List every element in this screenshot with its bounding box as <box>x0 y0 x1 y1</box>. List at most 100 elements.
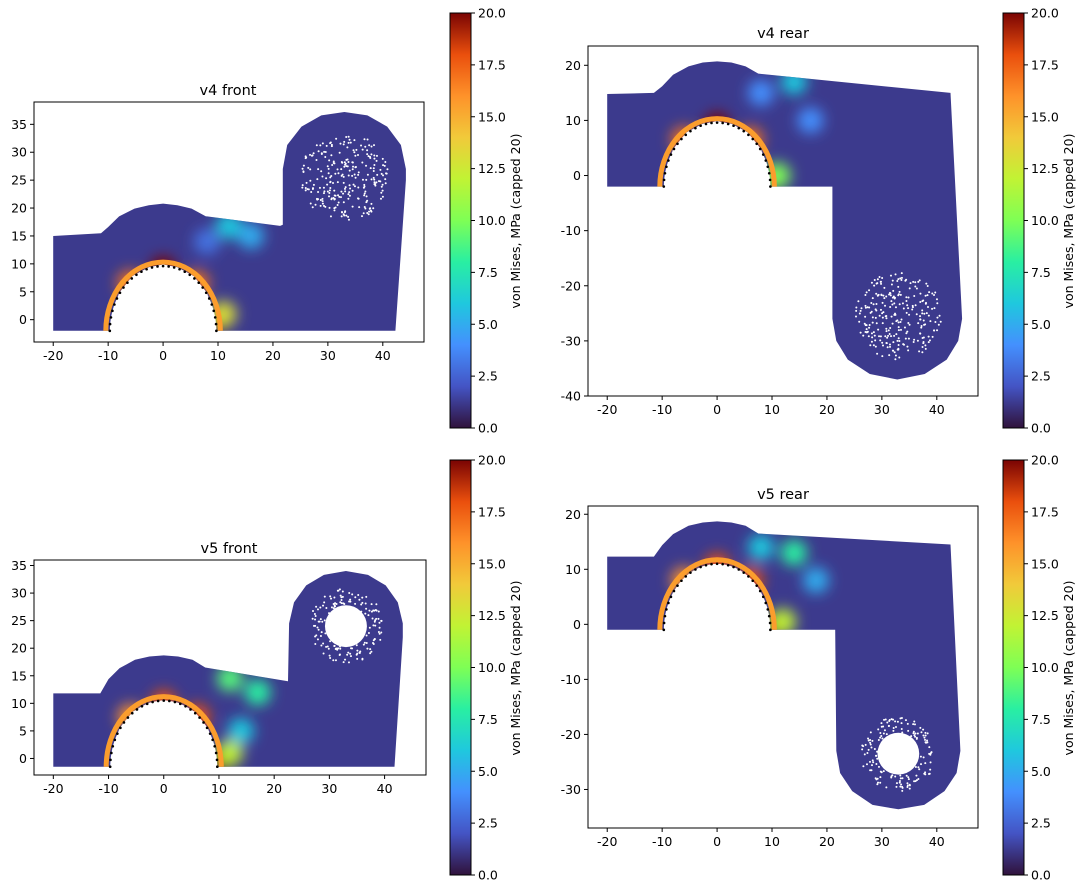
bolt-node <box>370 178 373 181</box>
bolt-node <box>369 207 372 210</box>
bolt-node <box>908 784 911 787</box>
bolt-node <box>334 172 337 175</box>
bolt-node <box>900 728 903 731</box>
boundary-node <box>680 579 683 583</box>
bolt-node <box>380 172 383 175</box>
y-tick-label: -10 <box>561 223 581 238</box>
x-axis: -20 -10 0 10 20 30 40 <box>43 342 391 363</box>
bolt-nodes <box>855 272 942 361</box>
bolt-node <box>314 614 317 617</box>
bolt-node <box>879 308 882 311</box>
bolt-node <box>879 280 882 283</box>
bolt-node <box>379 638 382 641</box>
bolt-node <box>361 657 364 660</box>
bolt-node <box>888 354 891 357</box>
boundary-node <box>204 291 208 295</box>
bolt-node <box>335 137 338 140</box>
boundary-node <box>721 562 724 566</box>
bolt-node <box>334 194 337 197</box>
bolt-node <box>914 281 917 284</box>
x-tick-label: -10 <box>652 834 672 849</box>
bolt-node <box>900 722 903 725</box>
bolt-node <box>323 150 326 153</box>
bolt-node <box>919 301 922 304</box>
bolt-node <box>939 320 942 323</box>
boundary-node <box>662 621 666 625</box>
bolt-node <box>352 165 355 168</box>
bolt-node <box>879 339 882 342</box>
x-tick-label: -20 <box>43 348 63 363</box>
boundary-node <box>122 721 126 724</box>
bolt-node <box>344 163 347 166</box>
bolt-node <box>906 785 909 788</box>
bolt-node <box>336 589 339 592</box>
bolt-node <box>864 743 867 746</box>
boundary-node <box>767 171 771 175</box>
y-tick-label: 0 <box>573 168 581 183</box>
bolt-node <box>311 206 314 209</box>
bolt-node <box>374 184 377 187</box>
boundary-node <box>202 721 205 724</box>
x-tick-label: 30 <box>874 834 890 849</box>
bolt-node <box>325 607 328 610</box>
bolt-node <box>330 197 333 200</box>
bolt-node <box>370 153 373 156</box>
y-tick-label: 0 <box>19 751 27 766</box>
y-axis: 0 5 10 15 20 25 30 35 <box>11 117 34 327</box>
bolt-node <box>930 751 933 754</box>
bolt-node <box>373 620 376 623</box>
y-tick-label: 5 <box>19 284 27 299</box>
bolt-node <box>906 304 909 307</box>
bolt-node <box>914 285 917 288</box>
bolt-node <box>885 786 888 789</box>
bolt-node <box>323 595 326 598</box>
bolt-node <box>925 312 928 315</box>
boundary-node <box>684 133 688 137</box>
bolt-node <box>908 323 911 326</box>
bolt-node <box>324 632 327 635</box>
bolt-node <box>884 718 887 721</box>
bolt-node <box>881 312 884 315</box>
x-tick-label: 30 <box>320 348 336 363</box>
boundary-node <box>662 185 666 188</box>
bolt-node <box>896 720 899 723</box>
bolt-node <box>879 731 882 734</box>
bolt-node <box>346 165 349 168</box>
bolt-node <box>890 283 893 286</box>
bolt-node <box>923 736 926 739</box>
part-body <box>607 61 963 380</box>
colorbar-tick-label: 20.0 <box>478 6 506 21</box>
bolt-node <box>381 183 384 186</box>
bolt-node <box>329 187 332 190</box>
bolt-node <box>899 777 902 780</box>
bolt-node <box>868 306 871 309</box>
bolt-node <box>898 779 901 782</box>
bolt-node <box>302 170 305 173</box>
bolt-node <box>869 344 872 347</box>
bolt-node <box>923 323 926 326</box>
bolt-node <box>890 776 893 779</box>
bolt-node <box>332 659 335 662</box>
bolt-node <box>343 165 346 168</box>
bolt-nodes <box>301 135 389 221</box>
bolt-node <box>372 176 375 179</box>
bolt-node <box>341 590 344 593</box>
bolt-node <box>917 777 920 780</box>
x-tick-label: 40 <box>929 834 945 849</box>
y-tick-label: -20 <box>561 727 581 742</box>
boundary-node <box>766 165 770 169</box>
bolt-node <box>933 329 936 332</box>
bolt-node <box>357 173 360 176</box>
boundary-node <box>109 758 112 762</box>
x-tick-label: 20 <box>819 834 835 849</box>
bolt-node <box>322 652 325 655</box>
x-tick-label: 10 <box>211 781 227 796</box>
bolt-node <box>321 197 324 200</box>
boundary-node <box>747 133 750 137</box>
bolt-node <box>875 763 878 766</box>
bolt-node <box>876 294 879 297</box>
bolt-node <box>329 141 332 144</box>
boundary-node <box>156 265 159 268</box>
bolt-node <box>901 777 904 780</box>
bolt-node <box>881 301 884 304</box>
